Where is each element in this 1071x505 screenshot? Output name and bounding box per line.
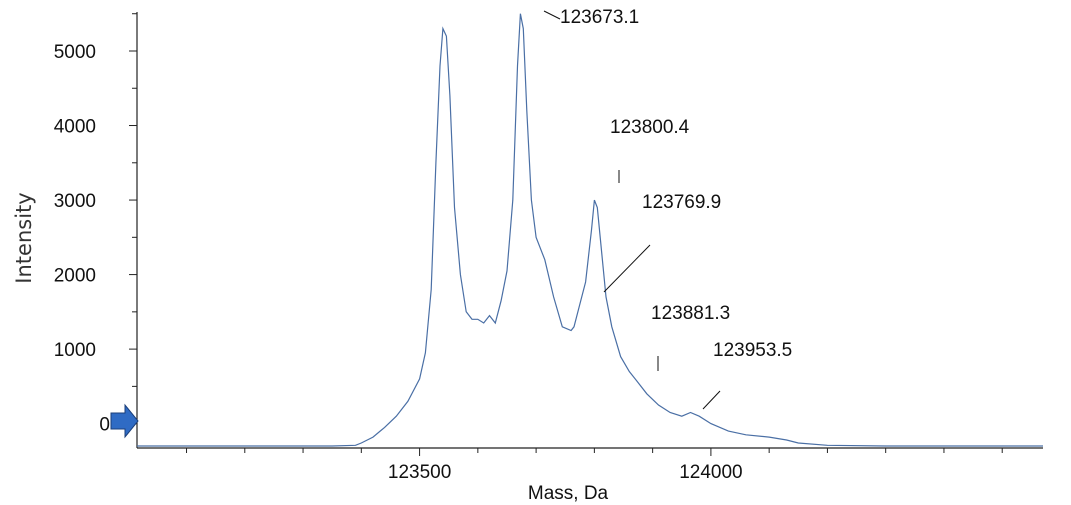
peak-annotation-leader xyxy=(603,244,651,293)
peak-annotation-leader xyxy=(702,390,721,410)
x-tick-label: 123500 xyxy=(388,462,451,483)
y-axis-title: Intensity xyxy=(12,192,36,283)
y-tick-label: 0 xyxy=(99,415,110,436)
y-tick-label: 1000 xyxy=(54,340,96,361)
x-tick-label: 124000 xyxy=(679,462,742,483)
y-tick-label: 2000 xyxy=(54,266,96,287)
peak-annotation-label: 123953.5 xyxy=(713,340,792,361)
peak-annotation-label: 123800.4 xyxy=(610,117,690,138)
x-axis-ticks: 123500 124000 xyxy=(186,448,1003,483)
y-tick-label: 5000 xyxy=(54,42,96,63)
peak-annotations: 123673.1 123800.4 123769.9 123881.3 123953.5 xyxy=(543,7,792,410)
peak-annotation-label: 123881.3 xyxy=(651,303,730,324)
y-axis: 0 1000 2000 3000 4000 5000 xyxy=(54,12,138,448)
peak-annotation-label: 123769.9 xyxy=(642,192,721,213)
peak-annotation-leader xyxy=(543,10,561,20)
peak-annotation-label: 123673.1 xyxy=(560,7,639,28)
zero-marker-arrow-icon[interactable] xyxy=(110,403,139,439)
x-axis: 123500 124000 xyxy=(137,447,1043,483)
y-tick-label: 4000 xyxy=(54,117,96,138)
x-axis-title: Mass, Da xyxy=(528,483,609,504)
y-axis-ticks: 0 1000 2000 3000 4000 5000 xyxy=(54,13,137,436)
y-tick-label: 3000 xyxy=(54,191,96,212)
spectrum-series-line xyxy=(137,13,1043,447)
